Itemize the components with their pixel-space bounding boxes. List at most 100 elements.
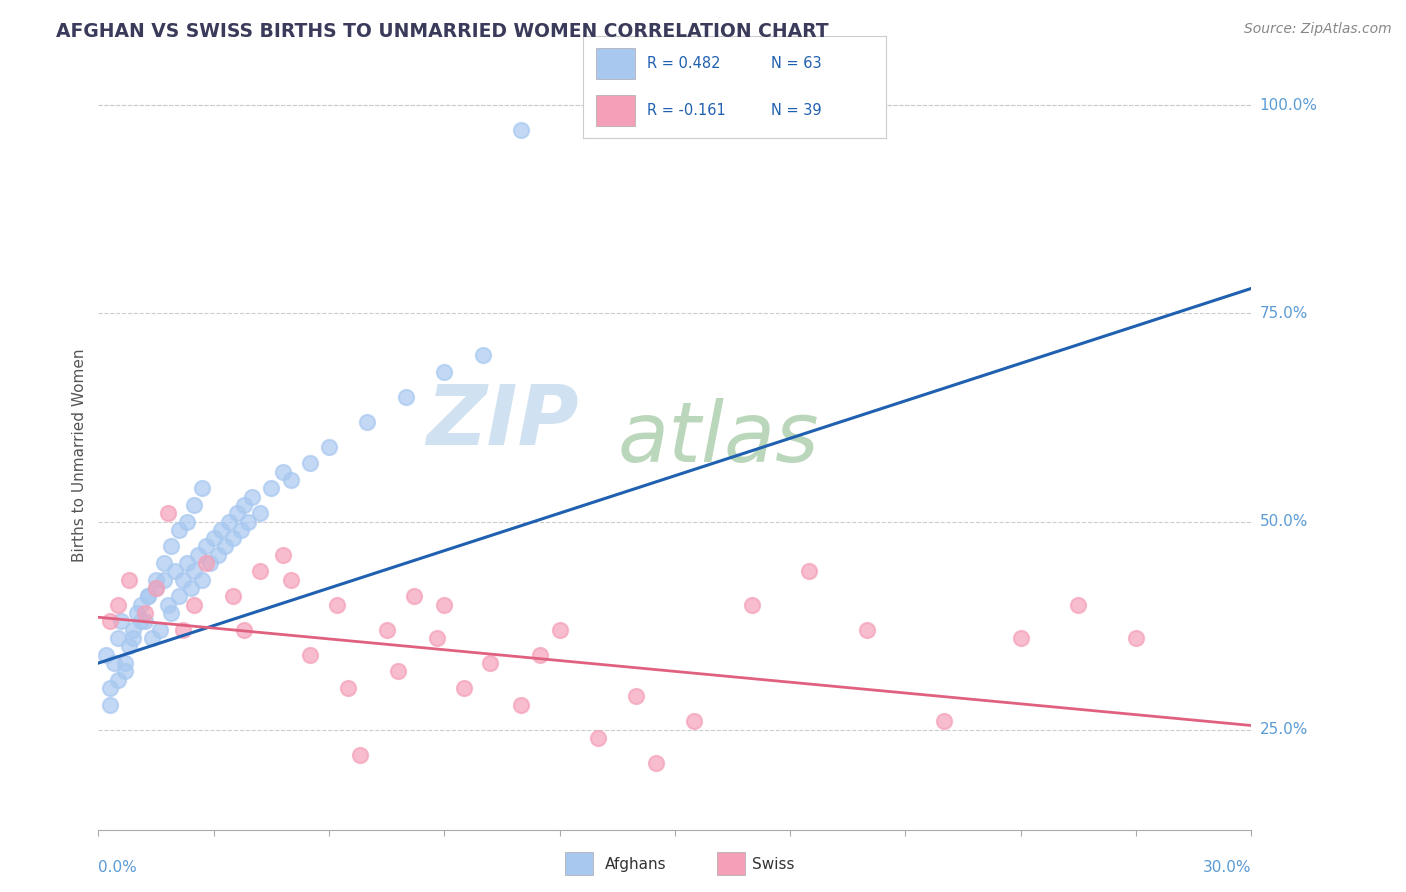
Text: R = 0.482: R = 0.482 [647, 56, 720, 70]
Point [510, 123, 533, 137]
Point [349, 747, 371, 762]
Point [118, 640, 141, 654]
Point [453, 681, 475, 695]
Text: 50.0%: 50.0% [1260, 514, 1308, 529]
Point [387, 665, 409, 679]
Point [426, 631, 449, 645]
Point [1067, 598, 1090, 612]
Point [402, 590, 425, 604]
Point [145, 573, 167, 587]
Point [548, 623, 571, 637]
Text: N = 39: N = 39 [770, 103, 821, 118]
Point [471, 348, 494, 362]
Point [180, 581, 202, 595]
Point [644, 756, 666, 770]
Point [238, 515, 260, 529]
Point [225, 506, 247, 520]
Point [375, 623, 398, 637]
Text: Swiss: Swiss [752, 857, 794, 872]
Point [799, 565, 821, 579]
Point [214, 540, 236, 554]
Point [134, 606, 156, 620]
Point [176, 556, 198, 570]
Point [160, 606, 183, 620]
Point [222, 590, 245, 604]
Point [107, 673, 129, 687]
Point [1125, 631, 1147, 645]
Text: ZIP: ZIP [426, 381, 579, 462]
Point [125, 606, 148, 620]
Point [249, 565, 271, 579]
Point [176, 515, 198, 529]
Point [160, 540, 183, 554]
Point [280, 573, 302, 587]
Point [129, 615, 152, 629]
Text: AFGHAN VS SWISS BIRTHS TO UNMARRIED WOMEN CORRELATION CHART: AFGHAN VS SWISS BIRTHS TO UNMARRIED WOME… [56, 22, 830, 41]
Point [156, 598, 179, 612]
Point [183, 565, 205, 579]
Point [172, 573, 194, 587]
Point [271, 465, 294, 479]
Point [114, 665, 136, 679]
Point [229, 523, 252, 537]
Point [586, 731, 609, 745]
Point [249, 506, 271, 520]
Point [191, 573, 214, 587]
Point [122, 631, 145, 645]
Point [1010, 631, 1032, 645]
Point [318, 440, 340, 454]
Point [356, 415, 378, 429]
Text: 100.0%: 100.0% [1260, 98, 1317, 112]
Text: R = -0.161: R = -0.161 [647, 103, 725, 118]
Point [167, 523, 190, 537]
Point [298, 648, 321, 662]
Point [110, 615, 132, 629]
Point [156, 506, 179, 520]
Point [94, 648, 117, 662]
Point [260, 481, 283, 495]
Point [280, 473, 302, 487]
Point [271, 548, 294, 562]
Text: atlas: atlas [617, 398, 818, 479]
Point [395, 390, 418, 404]
Point [222, 531, 245, 545]
Point [134, 615, 156, 629]
Point [479, 656, 502, 670]
Point [187, 548, 209, 562]
Point [107, 598, 129, 612]
Point [138, 590, 160, 604]
Point [98, 698, 121, 712]
Point [741, 598, 763, 612]
Point [183, 498, 205, 512]
Point [141, 631, 163, 645]
Point [198, 556, 221, 570]
Point [98, 615, 121, 629]
Point [167, 590, 190, 604]
Point [114, 656, 136, 670]
Text: Source: ZipAtlas.com: Source: ZipAtlas.com [1244, 22, 1392, 37]
Text: 25.0%: 25.0% [1260, 723, 1308, 737]
Point [325, 598, 347, 612]
Text: N = 63: N = 63 [770, 56, 821, 70]
Point [149, 623, 172, 637]
Bar [596, 95, 636, 126]
Point [195, 540, 218, 554]
Point [103, 656, 125, 670]
Point [209, 523, 232, 537]
Point [129, 598, 152, 612]
Point [183, 598, 205, 612]
Point [626, 690, 648, 704]
Point [195, 556, 218, 570]
Point [240, 490, 263, 504]
Point [165, 565, 187, 579]
Point [433, 598, 456, 612]
Y-axis label: Births to Unmarried Women: Births to Unmarried Women [72, 348, 87, 562]
Point [433, 365, 456, 379]
Point [118, 573, 141, 587]
Point [172, 623, 194, 637]
Text: Afghans: Afghans [605, 857, 666, 872]
Point [683, 714, 706, 729]
Point [529, 648, 551, 662]
Point [122, 623, 145, 637]
Point [510, 698, 533, 712]
